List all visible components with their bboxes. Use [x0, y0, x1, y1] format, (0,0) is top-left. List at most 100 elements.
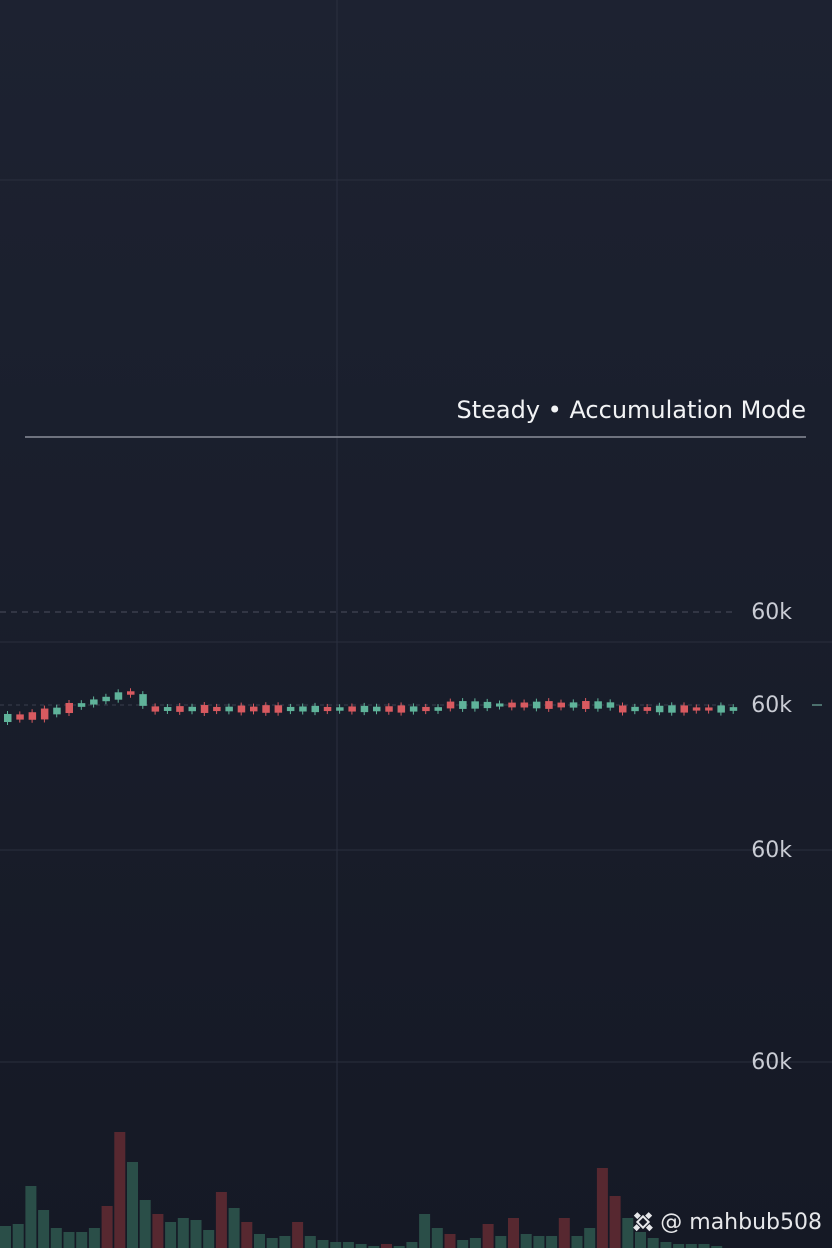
volume-bar [368, 1246, 380, 1248]
watermark: @ mahbub508 [660, 1210, 822, 1235]
volume-bar [482, 1224, 494, 1248]
candle-body [40, 708, 49, 720]
volume-bar [114, 1132, 126, 1248]
candles [4, 688, 738, 726]
volume-bars [0, 1132, 723, 1248]
volume-bar [50, 1228, 62, 1248]
candle-body [434, 707, 442, 711]
price-label: 60k [751, 838, 792, 863]
volume-bar [596, 1168, 608, 1248]
candle-body [77, 703, 86, 707]
volume-bar [444, 1234, 456, 1248]
volume-bar [292, 1222, 304, 1248]
candle-body [250, 706, 258, 712]
candle-body [569, 702, 578, 708]
volume-bar [203, 1230, 215, 1248]
volume-bar [558, 1218, 570, 1248]
volume-bar [254, 1234, 265, 1248]
volume-bar [711, 1246, 723, 1248]
candle-body [532, 701, 541, 709]
candle-body [225, 706, 233, 712]
candle-body [409, 706, 418, 712]
candle-body [729, 707, 738, 711]
volume-bar [165, 1222, 177, 1248]
candle-body [631, 706, 639, 712]
candle-body [262, 705, 270, 713]
candle-body [471, 701, 479, 709]
volume-bar [127, 1162, 138, 1248]
volume-bar [533, 1236, 545, 1248]
candle-body [213, 706, 221, 712]
candle-body [336, 707, 344, 711]
candle-body [545, 701, 553, 709]
candle-body [4, 713, 12, 723]
volume-bar [355, 1244, 367, 1248]
candle-body [127, 691, 135, 695]
volume-bar [520, 1234, 532, 1248]
volume-bar [469, 1238, 481, 1248]
volume-bar [419, 1214, 431, 1248]
volume-bar [457, 1240, 469, 1248]
volume-bar [38, 1210, 50, 1248]
volume-bar [228, 1208, 240, 1248]
volume-bar [101, 1206, 113, 1248]
candle-body [483, 701, 492, 709]
candle-body [668, 705, 676, 713]
candle-body [594, 701, 602, 709]
price-label: 60k [751, 693, 792, 718]
volume-bar [508, 1218, 519, 1248]
candle-body [692, 707, 701, 711]
candle-body [606, 702, 615, 708]
volume-bar [635, 1232, 646, 1248]
volume-bar [609, 1196, 621, 1248]
candle-body [360, 705, 369, 713]
volume-bar [381, 1244, 392, 1248]
candle-body [114, 692, 123, 700]
volume-bar [152, 1214, 164, 1248]
volume-bar [177, 1218, 189, 1248]
volume-bar [406, 1242, 418, 1248]
price-label: 60k [751, 1050, 792, 1075]
candle-body [139, 694, 147, 706]
candle-body [459, 701, 467, 709]
candle-body [102, 696, 110, 702]
icon-part [635, 1214, 651, 1230]
candle-body [28, 712, 37, 720]
candle-body [619, 705, 627, 713]
volume-bar [304, 1236, 316, 1248]
volume-bar [495, 1236, 507, 1248]
candle-body [311, 705, 319, 713]
candle-body [163, 707, 172, 711]
volume-bar [698, 1244, 710, 1248]
candle-body [323, 706, 332, 712]
volume-bar [317, 1240, 329, 1248]
candle-body [557, 702, 565, 708]
volume-bar [571, 1236, 583, 1248]
candle-body [397, 705, 406, 713]
candle-body [643, 707, 652, 711]
candle-body [680, 705, 688, 713]
volume-bar [330, 1242, 342, 1248]
candle-body [705, 707, 713, 711]
candle-body [582, 701, 590, 709]
candle-body [422, 706, 430, 712]
volume-bar [88, 1228, 100, 1248]
volume-bar [622, 1218, 634, 1248]
candle-body [286, 706, 295, 712]
candle-body [53, 707, 61, 715]
volume-bar [647, 1238, 659, 1248]
headline: Steady • Accumulation Mode [456, 396, 806, 424]
volume-bar [190, 1220, 202, 1248]
volume-bar [63, 1232, 75, 1248]
candle-body [151, 706, 160, 712]
volume-bar [76, 1232, 88, 1248]
volume-bar [584, 1228, 596, 1248]
candle-body [90, 699, 98, 705]
volume-bar [685, 1244, 697, 1248]
candle-body [717, 705, 725, 713]
volume-bar [0, 1226, 11, 1248]
candle-body [65, 702, 73, 714]
